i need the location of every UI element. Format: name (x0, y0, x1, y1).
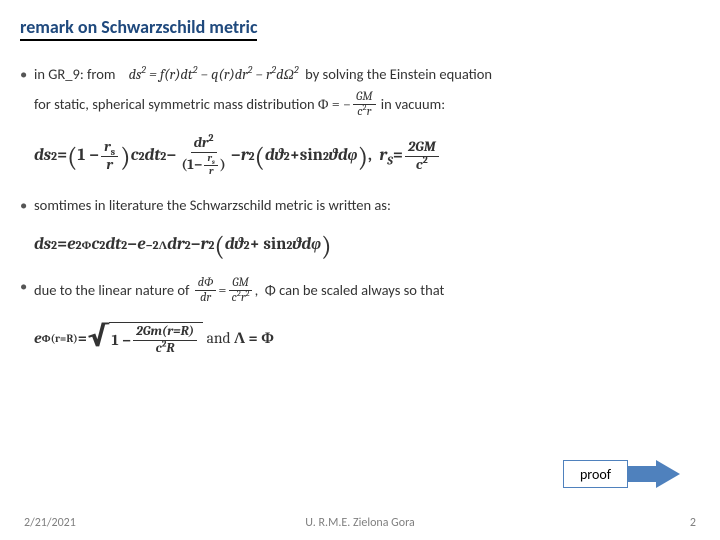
slide-body: • in GR_9: from ds2 = f(r)dt2 − q(r)dr2 … (20, 65, 700, 355)
bullet-1-line2-suffix: in vacuum: (381, 95, 445, 115)
bullet-1-suffix: by solving the Einstein equation (305, 65, 492, 83)
bullet-2: • somtimes in literature the Schwarzschi… (20, 196, 700, 216)
bullet-3: • due to the linear nature of dΦdr = GMc… (20, 277, 700, 305)
slide-footer: 2/21/2021 U. R.M.E. Zielona Gora 2 (0, 516, 720, 530)
eq-phi: Φ = − GM c2r (318, 91, 378, 119)
proof-callout[interactable]: proof (563, 460, 680, 488)
lambda-eq-phi: Λ = Φ (234, 328, 274, 349)
bullet-3-text: due to the linear nature of dΦdr = GMc2r… (34, 277, 444, 305)
bullet-3-prefix: due to the linear nature of (34, 281, 189, 301)
and-text: and (207, 328, 231, 349)
eq-sqrt: eΦ(r=R) = √ 1 − 2Gm(r=R)c2R and Λ = Φ (20, 322, 700, 354)
phi-fraction: GM c2r (353, 91, 376, 119)
arrow-right-icon (628, 460, 680, 488)
bullet-1-prefix: in GR_9: from (34, 65, 115, 83)
bullet-dot: • (20, 277, 34, 305)
eq-exponential: ds2 = e2Φc2dt2 − e−2Λdr2 − r2(dϑ2 + sin2… (20, 234, 700, 257)
slide: remark on Schwarzschild metric • in GR_9… (0, 0, 720, 540)
footer-page: 2 (690, 516, 696, 530)
bullet-3-suffix: can be scaled always so that (279, 281, 444, 301)
eq-schwarzschild: ds2 = (1 − rsr ) c2dt2 − dr2 (1−rsr) − r… (20, 136, 700, 176)
footer-date: 2/21/2021 (24, 516, 76, 530)
bullet-1-line2-prefix: for static, spherical symmetric mass dis… (34, 95, 315, 115)
bullet-dot: • (20, 196, 34, 216)
bullet-1: • in GR_9: from ds2 = f(r)dt2 − q(r)dr2 … (20, 65, 700, 118)
sqrt: √ 1 − 2Gm(r=R)c2R (87, 322, 203, 354)
bullet-2-text: somtimes in literature the Schwarzschild… (34, 196, 391, 216)
bullet-dot: • (20, 65, 34, 118)
proof-label: proof (563, 460, 628, 488)
footer-center: U. R.M.E. Zielona Gora (305, 516, 415, 530)
slide-title: remark on Schwarzschild metric (20, 16, 257, 41)
bullet-1-text: in GR_9: from ds2 = f(r)dt2 − q(r)dr2 − … (34, 65, 492, 118)
eq-ansatz: ds2 = f(r)dt2 − q(r)dr2 − r2dΩ2 (129, 66, 302, 83)
